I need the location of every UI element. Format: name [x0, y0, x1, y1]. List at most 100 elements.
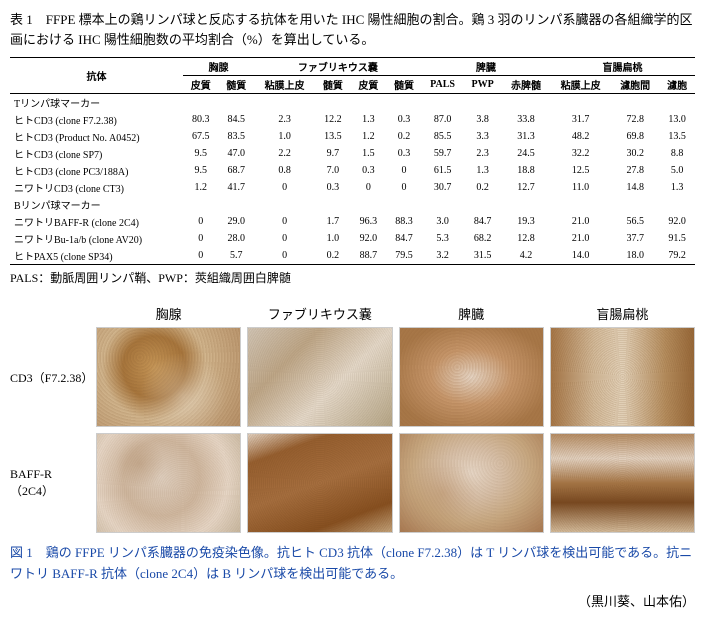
data-cell: 88.7: [351, 247, 387, 265]
antibody-name: ニワトリCD3 (clone CT3): [10, 179, 183, 196]
data-cell: 0.2: [315, 247, 351, 265]
data-cell: 47.0: [219, 145, 255, 162]
data-cell: 21.0: [550, 230, 611, 247]
antibody-header: 抗体: [10, 58, 183, 94]
data-cell: 30.7: [422, 179, 464, 196]
data-cell: 56.5: [611, 213, 659, 230]
data-cell: 84.7: [463, 213, 501, 230]
subheader-cell: 髄質: [219, 76, 255, 94]
fig-row-label-0: CD3（F7.2.38）: [10, 327, 90, 427]
histology-image: [550, 433, 695, 533]
data-cell: 0: [386, 162, 422, 179]
fig-col-header-1: ファブリキウス嚢: [247, 304, 392, 323]
data-cell: 3.3: [463, 128, 501, 145]
data-cell: 0.8: [254, 162, 315, 179]
data-cell: 92.0: [351, 230, 387, 247]
data-cell: 0: [254, 230, 315, 247]
data-cell: 5.0: [659, 162, 695, 179]
data-cell: 7.0: [315, 162, 351, 179]
organ-header-0: 胸腺: [183, 58, 254, 76]
data-cell: 9.7: [315, 145, 351, 162]
data-cell: 87.0: [422, 111, 464, 128]
subheader-cell: 皮質: [183, 76, 219, 94]
data-cell: 12.2: [315, 111, 351, 128]
data-cell: 1.2: [183, 179, 219, 196]
data-cell: 18.8: [502, 162, 550, 179]
histology-image: [399, 327, 544, 427]
data-cell: 41.7: [219, 179, 255, 196]
data-cell: 31.7: [550, 111, 611, 128]
data-cell: 1.3: [351, 111, 387, 128]
data-cell: 31.3: [502, 128, 550, 145]
subheader-cell: 髄質: [315, 76, 351, 94]
data-cell: 1.3: [463, 162, 501, 179]
data-cell: 27.8: [611, 162, 659, 179]
data-cell: 84.5: [219, 111, 255, 128]
data-cell: 96.3: [351, 213, 387, 230]
data-cell: 3.2: [422, 247, 464, 265]
histology-image: [550, 327, 695, 427]
data-cell: 79.2: [659, 247, 695, 265]
data-cell: 92.0: [659, 213, 695, 230]
data-cell: 59.7: [422, 145, 464, 162]
data-cell: 13.5: [659, 128, 695, 145]
data-cell: 13.0: [659, 111, 695, 128]
data-cell: 8.8: [659, 145, 695, 162]
data-cell: 2.3: [254, 111, 315, 128]
data-cell: 5.3: [422, 230, 464, 247]
data-cell: 3.8: [463, 111, 501, 128]
section-label: Tリンパ球マーカー: [10, 94, 695, 112]
data-cell: 33.8: [502, 111, 550, 128]
subheader-cell: 粘膜上皮: [254, 76, 315, 94]
data-cell: 48.2: [550, 128, 611, 145]
fig-col-header-2: 脾臓: [399, 304, 544, 323]
data-cell: 0: [183, 230, 219, 247]
subheader-cell: 粘膜上皮: [550, 76, 611, 94]
data-cell: 0: [351, 179, 387, 196]
data-cell: 0.3: [386, 111, 422, 128]
data-cell: 91.5: [659, 230, 695, 247]
organ-header-3: 盲腸扁桃: [550, 58, 695, 76]
data-cell: 1.5: [351, 145, 387, 162]
data-cell: 80.3: [183, 111, 219, 128]
data-cell: 30.2: [611, 145, 659, 162]
subheader-cell: 濾胞間: [611, 76, 659, 94]
histology-image: [96, 433, 241, 533]
data-cell: 1.0: [315, 230, 351, 247]
data-cell: 28.0: [219, 230, 255, 247]
data-cell: 1.3: [659, 179, 695, 196]
data-table: 抗体 胸腺 ファブリキウス嚢 脾臓 盲腸扁桃 皮質髄質粘膜上皮髄質皮質髄質PAL…: [10, 57, 695, 265]
data-cell: 1.2: [351, 128, 387, 145]
antibody-name: ヒトCD3 (clone SP7): [10, 145, 183, 162]
histology-image: [247, 327, 392, 427]
data-cell: 67.5: [183, 128, 219, 145]
antibody-name: ヒトPAX5 (clone SP34): [10, 247, 183, 265]
data-cell: 11.0: [550, 179, 611, 196]
data-cell: 72.8: [611, 111, 659, 128]
data-cell: 3.0: [422, 213, 464, 230]
authors: （黒川葵、山本佑）: [10, 591, 695, 610]
data-cell: 68.7: [219, 162, 255, 179]
fig-col-header-0: 胸腺: [96, 304, 241, 323]
data-cell: 19.3: [502, 213, 550, 230]
antibody-name: ヒトCD3 (clone F7.2.38): [10, 111, 183, 128]
data-cell: 61.5: [422, 162, 464, 179]
data-cell: 18.0: [611, 247, 659, 265]
subheader-cell: 皮質: [351, 76, 387, 94]
data-cell: 31.5: [463, 247, 501, 265]
fig-row-label-1: BAFF-R（2C4）: [10, 433, 90, 533]
antibody-name: ニワトリBu-1a/b (clone AV20): [10, 230, 183, 247]
section-label: Bリンパ球マーカー: [10, 196, 695, 213]
data-cell: 29.0: [219, 213, 255, 230]
data-cell: 9.5: [183, 162, 219, 179]
data-cell: 21.0: [550, 213, 611, 230]
data-cell: 0: [254, 247, 315, 265]
data-cell: 88.3: [386, 213, 422, 230]
data-cell: 1.7: [315, 213, 351, 230]
data-cell: 0.2: [463, 179, 501, 196]
subheader-cell: 濾胞: [659, 76, 695, 94]
data-cell: 9.5: [183, 145, 219, 162]
data-cell: 14.0: [550, 247, 611, 265]
data-cell: 0: [254, 213, 315, 230]
data-cell: 5.7: [219, 247, 255, 265]
